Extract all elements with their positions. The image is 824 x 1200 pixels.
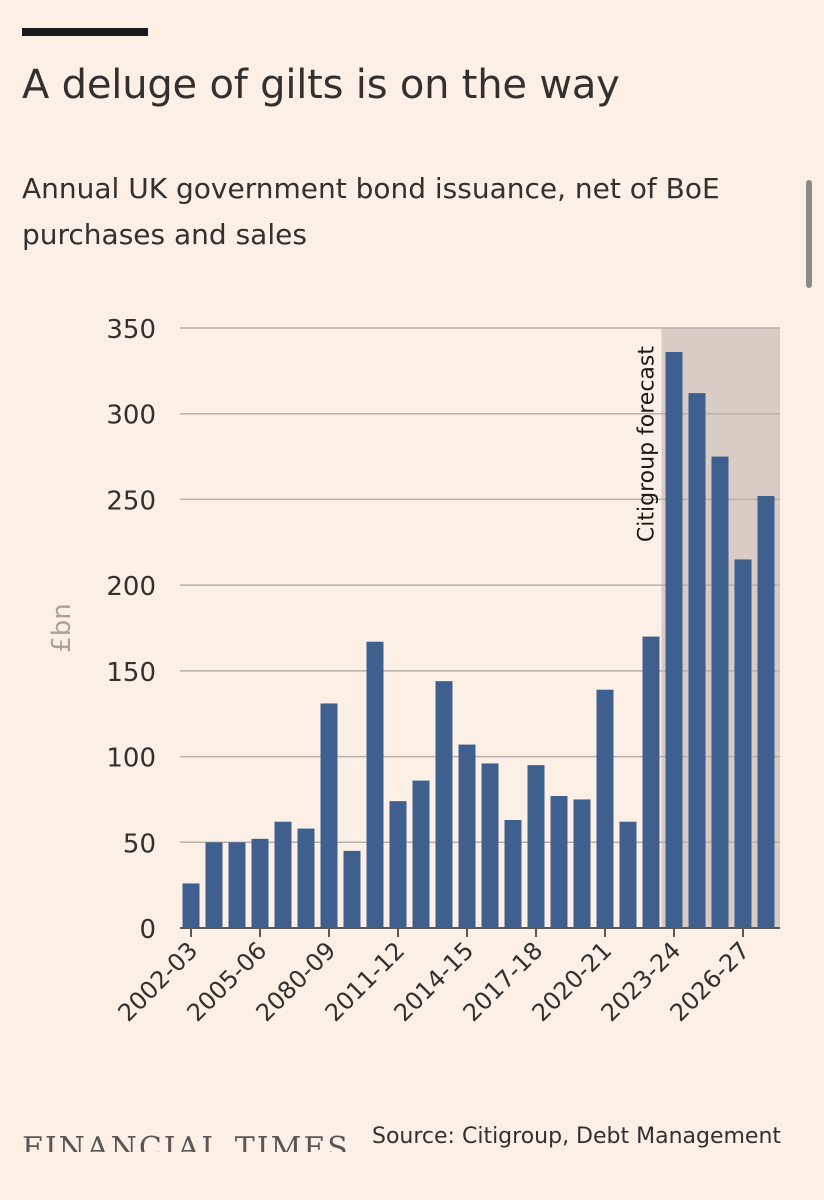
bar-2013-14 (435, 681, 453, 928)
bar-chart: 050100150200250300350£bn2002-032005-0620… (47, 315, 780, 1027)
bar-2027-28 (757, 496, 775, 928)
bar-2019-20 (573, 799, 591, 928)
y-axis-label: £bn (47, 603, 77, 653)
source-note: Source: Citigroup, Debt Management (372, 1124, 782, 1149)
bar-2014-15 (458, 744, 476, 928)
chart-subtitle: Annual UK government bond issuance, net … (22, 172, 720, 251)
y-tick-label: 150 (106, 658, 156, 688)
bar-2006-07 (274, 821, 292, 928)
bar-2020-21 (596, 689, 614, 928)
bar-2010-11 (366, 641, 384, 928)
bar-2007-08 (297, 828, 315, 928)
bar-2011-12 (389, 801, 407, 928)
bar-2021-22 (619, 821, 637, 928)
bar-2026-27 (734, 559, 752, 928)
bar-2080-09 (320, 703, 338, 928)
y-tick-label: 100 (106, 744, 156, 774)
y-tick-label: 50 (123, 829, 156, 859)
bar-2003-04 (205, 842, 223, 928)
ft-top-rule (22, 28, 148, 36)
bar-2016-17 (504, 820, 522, 928)
bar-2024-25 (688, 393, 706, 929)
bar-2002-03 (182, 883, 200, 928)
scrollbar-thumb[interactable] (806, 180, 812, 288)
bar-2012-13 (412, 780, 430, 928)
y-tick-label: 250 (106, 486, 156, 516)
bar-2018-19 (550, 796, 568, 928)
bar-2009-10 (343, 850, 361, 928)
y-tick-label: 0 (139, 915, 156, 945)
y-tick-label: 200 (106, 572, 156, 602)
ft-logo: FINANCIAL TIMES (22, 1131, 350, 1152)
bar-2023-24 (665, 352, 683, 928)
bar-2025-26 (711, 456, 729, 928)
y-tick-label: 350 (106, 315, 156, 345)
bar-2022-23 (642, 636, 660, 928)
chart-title: A deluge of gilts is on the way (22, 62, 620, 108)
bar-2017-18 (527, 765, 545, 928)
bar-2004-05 (228, 842, 246, 928)
y-tick-label: 300 (106, 401, 156, 431)
bar-2005-06 (251, 838, 269, 928)
bar-2015-16 (481, 763, 499, 928)
forecast-annotation: Citigroup forecast (635, 346, 660, 542)
